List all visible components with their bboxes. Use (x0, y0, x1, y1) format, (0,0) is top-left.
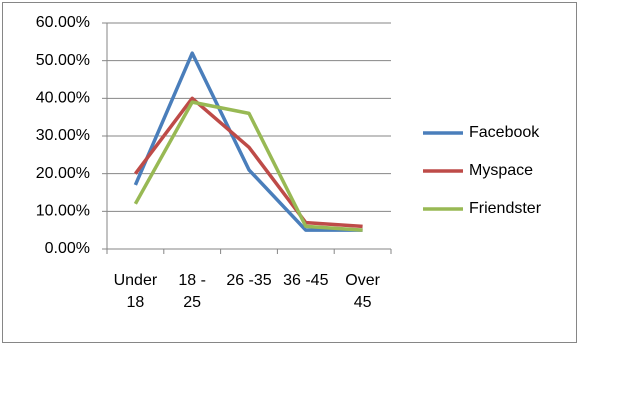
y-tick-label: 30.00% (36, 127, 90, 144)
y-tick-label: 60.00% (36, 14, 90, 31)
x-tick-label: 18 - 25 (178, 272, 206, 311)
y-tick-label: 50.00% (36, 52, 90, 69)
series-line (133, 100, 363, 232)
x-tick-label: Under 18 (113, 272, 158, 311)
x-tick-label: Over 45 (345, 272, 380, 311)
y-tick-label: 0.00% (45, 240, 90, 257)
y-tick-label: 40.00% (36, 90, 90, 107)
series-line (133, 51, 363, 232)
legend-label: Facebook (469, 124, 540, 141)
series-line (134, 96, 363, 229)
x-tick-label: 26 -35 (226, 272, 272, 289)
y-tick-label: 20.00% (36, 165, 90, 182)
y-tick-label: 10.00% (36, 203, 90, 220)
legend-label: Myspace (469, 162, 533, 179)
x-tick-label: 36 -45 (283, 272, 329, 289)
legend-label: Friendster (469, 200, 542, 217)
chart-border (2, 2, 577, 343)
